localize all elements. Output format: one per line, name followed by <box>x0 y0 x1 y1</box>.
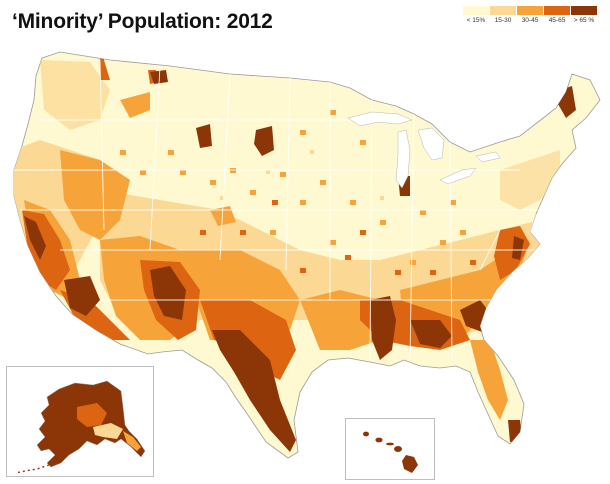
great-basin-medium-region <box>60 150 130 240</box>
miami-darkest <box>508 420 522 442</box>
county-speck-medium <box>440 240 446 245</box>
ca-valley-darkest <box>24 216 46 260</box>
county-speck-medium <box>360 140 366 145</box>
legend-label-lt15: < 15% <box>466 17 486 24</box>
county-speck-dark <box>240 230 246 235</box>
alaska-inset <box>6 366 154 477</box>
montana-reservation-darkest <box>196 124 212 148</box>
county-speck-medium <box>180 170 186 175</box>
lake-ontario <box>475 151 501 163</box>
state-border-line <box>285 77 291 271</box>
aleutian-chain <box>14 464 50 474</box>
colorado-medium-spot <box>210 206 236 226</box>
state-border-line <box>219 73 231 261</box>
maui-island <box>394 446 402 452</box>
nm-navajo-darkest <box>150 266 186 320</box>
county-speck-medium <box>300 130 306 135</box>
hawaii-inset <box>345 418 435 480</box>
state-borders <box>14 59 540 361</box>
county-speck-medium <box>120 150 126 155</box>
oahu-island <box>375 437 383 443</box>
dakota-darkest <box>254 126 274 156</box>
county-speck-medium <box>320 180 326 185</box>
la-basin-darkest <box>64 276 100 316</box>
county-speck-medium <box>168 150 174 155</box>
legend-label-15-30: 15-30 <box>494 17 512 24</box>
kauai-island <box>363 431 369 437</box>
county-speck-dark <box>430 270 436 275</box>
county-speck-medium <box>300 200 306 205</box>
county-speck-medium <box>210 180 216 185</box>
county-speck-dark <box>345 255 351 260</box>
state-border-line <box>99 59 105 231</box>
lake-erie <box>439 167 477 185</box>
state-border-line <box>529 213 537 233</box>
county-speck-medium <box>230 168 236 173</box>
legend-swatch-gt65 <box>571 6 597 15</box>
county-speck-medium <box>450 200 456 205</box>
lake-michigan <box>395 129 411 189</box>
county-speck-medium <box>460 230 466 235</box>
map-title: ‘Minority’ Population: 2012 <box>12 10 273 33</box>
legend-swatch-45-65 <box>544 6 570 15</box>
county-shading-layer <box>14 52 576 452</box>
county-speck-light <box>310 150 314 154</box>
legend-label-30-45: 30-45 <box>521 17 539 24</box>
county-speck-dark <box>470 260 476 265</box>
florida-medium-region <box>470 340 508 420</box>
county-speck-medium <box>140 170 146 175</box>
county-speck-medium <box>350 200 356 205</box>
county-speck-dark <box>300 268 306 273</box>
alaska-southcentral-light <box>93 423 123 439</box>
state-border-line <box>479 229 501 271</box>
county-speck-medium <box>330 240 336 245</box>
mississippi-delta-darkest <box>370 296 396 360</box>
county-speck-dark <box>360 230 366 235</box>
county-speck-dark <box>395 270 401 275</box>
lake-huron <box>417 127 445 161</box>
rio-grande-darkest <box>212 330 296 452</box>
black-belt-darkest <box>410 320 452 348</box>
county-speck-light <box>220 196 224 200</box>
pacific-northwest-light-region <box>40 60 110 130</box>
washington-dark-spot <box>100 52 110 80</box>
county-speck-dark <box>272 200 278 205</box>
county-speck-medium <box>420 210 426 215</box>
county-speck-medium <box>250 190 256 195</box>
legend: < 15% 15-30 30-45 45-65 > 65 % <box>463 6 599 28</box>
county-speck-dark <box>200 230 206 235</box>
county-speck-light <box>150 200 154 204</box>
state-border-line <box>149 65 161 251</box>
idaho-medium-spot <box>120 92 150 118</box>
county-speck-medium <box>410 260 416 265</box>
legend-label-gt65: > 65 % <box>573 17 595 24</box>
legend-swatch-lt15 <box>463 6 489 15</box>
legend-swatch-15-30 <box>490 6 516 15</box>
county-speck-light <box>380 196 384 200</box>
alaska-interior-orange <box>77 403 107 427</box>
county-speck-medium <box>380 220 386 225</box>
molokai-island <box>386 442 394 446</box>
alaska-map <box>14 380 146 474</box>
lake-superior <box>347 111 413 127</box>
legend-swatch-30-45 <box>517 6 543 15</box>
alaska-panhandle-light <box>123 431 141 451</box>
hawaii-map <box>363 431 418 473</box>
state-border-line <box>409 113 415 361</box>
county-speck-light <box>266 170 270 174</box>
county-speck-medium <box>280 172 286 177</box>
big-island <box>402 455 418 473</box>
nc-darkest <box>512 236 524 260</box>
county-speck-medium <box>270 230 276 235</box>
state-border-line <box>369 99 373 361</box>
legend-label-45-65: 45-65 <box>548 17 566 24</box>
county-speck-medium <box>330 110 336 115</box>
